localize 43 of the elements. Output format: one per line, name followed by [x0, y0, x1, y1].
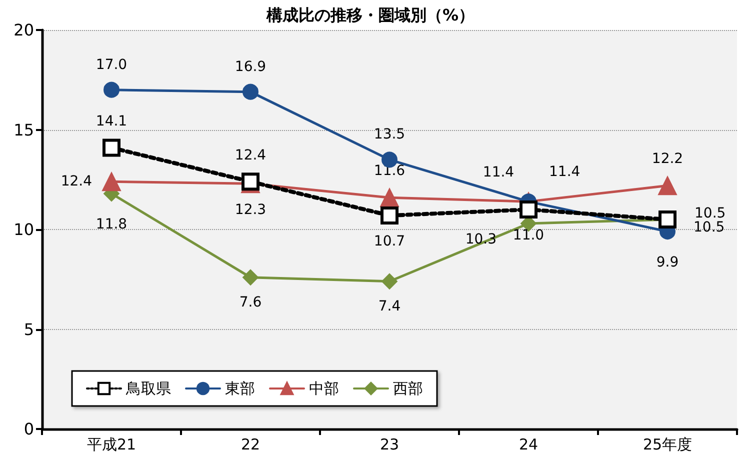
data-label: 11.4	[549, 164, 580, 180]
data-label: 12.3	[234, 202, 266, 218]
data-label: 11.8	[96, 216, 128, 233]
data-label: 7.4	[378, 298, 401, 314]
legend-label: 中部	[309, 380, 339, 398]
data-label: 7.6	[239, 294, 262, 310]
y-tick-label: 10	[14, 220, 34, 239]
data-label: 16.9	[234, 58, 266, 75]
point	[380, 206, 398, 225]
point	[382, 273, 398, 290]
x-tick-label: 23	[380, 436, 400, 454]
chart-title: 構成比の推移・圏域別（%）	[265, 6, 475, 24]
x-tick-label: 24	[518, 436, 538, 454]
legend-label: 鳥取県	[125, 380, 171, 398]
y-tick-label: 20	[14, 20, 34, 40]
y-tick-label: 15	[14, 120, 34, 140]
point	[658, 176, 677, 196]
y-tick-label: 0	[24, 420, 34, 438]
data-label: 11.0	[512, 228, 544, 244]
point	[102, 172, 121, 192]
data-label: 14.1	[96, 114, 128, 130]
x-tick-label: 22	[240, 436, 260, 454]
data-label: 11.4	[482, 164, 514, 181]
legend-label: 西部	[393, 380, 423, 398]
x-tick-label: 平成21	[86, 436, 136, 454]
data-label: 12.4	[60, 174, 92, 190]
data-label: 12.4	[234, 148, 266, 164]
point	[380, 188, 399, 208]
legend-label: 東部	[225, 380, 255, 398]
point	[242, 269, 258, 286]
point	[520, 200, 538, 219]
data-label: 10.7	[374, 234, 406, 250]
data-label: 10.5	[694, 206, 726, 222]
data-label: 10.5	[694, 220, 725, 236]
x-tick-label: 25年度	[642, 436, 692, 454]
data-label: 12.2	[652, 151, 684, 168]
data-label: 17.0	[96, 56, 128, 73]
y-tick-label: 5	[24, 320, 34, 339]
point	[242, 84, 258, 100]
point	[104, 82, 120, 98]
point	[102, 138, 120, 157]
data-label: 9.9	[656, 254, 679, 270]
data-label: 13.5	[374, 126, 406, 143]
